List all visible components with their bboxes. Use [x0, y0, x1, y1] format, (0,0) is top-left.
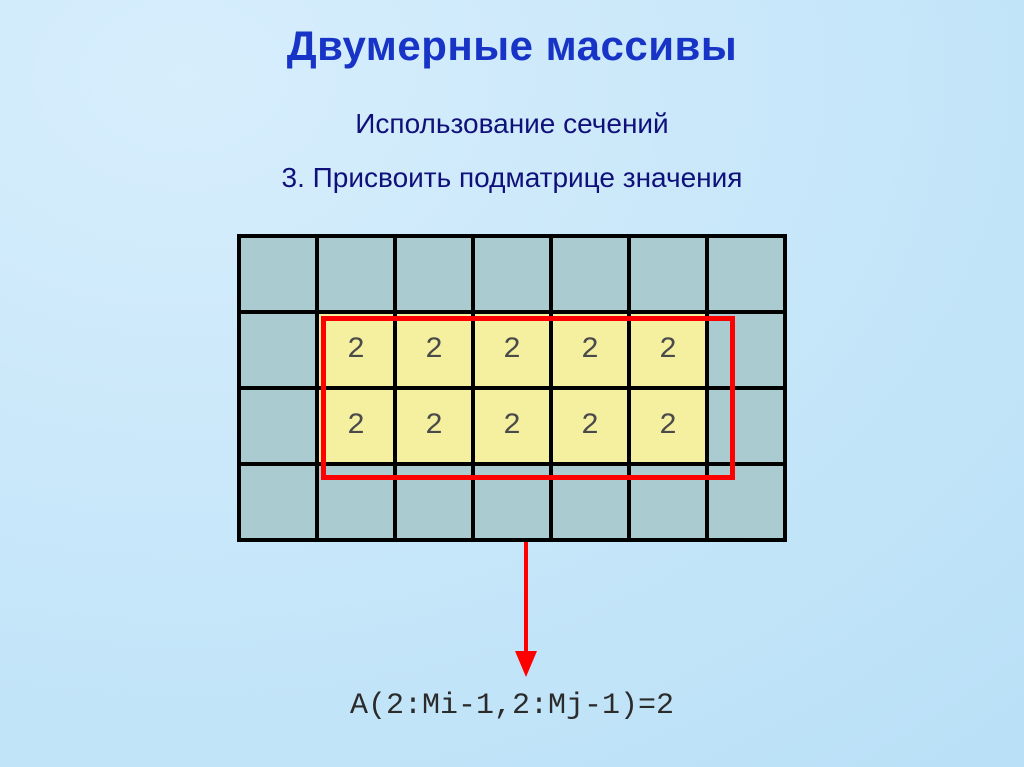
formula-text: A(2:Mi-1,2:Mj-1)=2 — [350, 689, 674, 723]
matrix-cell — [239, 312, 317, 388]
matrix-cell: 2 — [317, 388, 395, 464]
matrix-cell: 2 — [395, 388, 473, 464]
matrix-cell: 2 — [473, 388, 551, 464]
matrix-cell: 2 — [551, 312, 629, 388]
matrix-cell — [473, 464, 551, 540]
matrix-cell — [317, 464, 395, 540]
matrix-cell — [707, 464, 785, 540]
matrix-container: 2222222222 — [237, 234, 787, 542]
slide-subtitle: Использование сечений — [355, 108, 668, 140]
matrix-cell — [629, 236, 707, 312]
matrix-cell: 2 — [629, 388, 707, 464]
matrix-cell — [707, 236, 785, 312]
matrix-cell: 2 — [629, 312, 707, 388]
matrix-cell — [239, 464, 317, 540]
arrow-down — [237, 538, 787, 683]
matrix-grid: 2222222222 — [237, 234, 787, 542]
matrix-cell: 2 — [395, 312, 473, 388]
matrix-cell: 2 — [551, 388, 629, 464]
matrix-cell — [707, 388, 785, 464]
slide-title: Двумерные массивы — [287, 22, 737, 70]
matrix-cell — [317, 236, 395, 312]
matrix-cell — [473, 236, 551, 312]
matrix-cell — [395, 464, 473, 540]
matrix-cell — [395, 236, 473, 312]
matrix-cell — [707, 312, 785, 388]
matrix-cell — [551, 236, 629, 312]
matrix-cell: 2 — [473, 312, 551, 388]
matrix-cell — [239, 388, 317, 464]
matrix-cell — [551, 464, 629, 540]
matrix-cell — [629, 464, 707, 540]
matrix-cell: 2 — [317, 312, 395, 388]
slide-line-3: 3. Присвоить подматрице значения — [282, 162, 743, 194]
matrix-cell — [239, 236, 317, 312]
